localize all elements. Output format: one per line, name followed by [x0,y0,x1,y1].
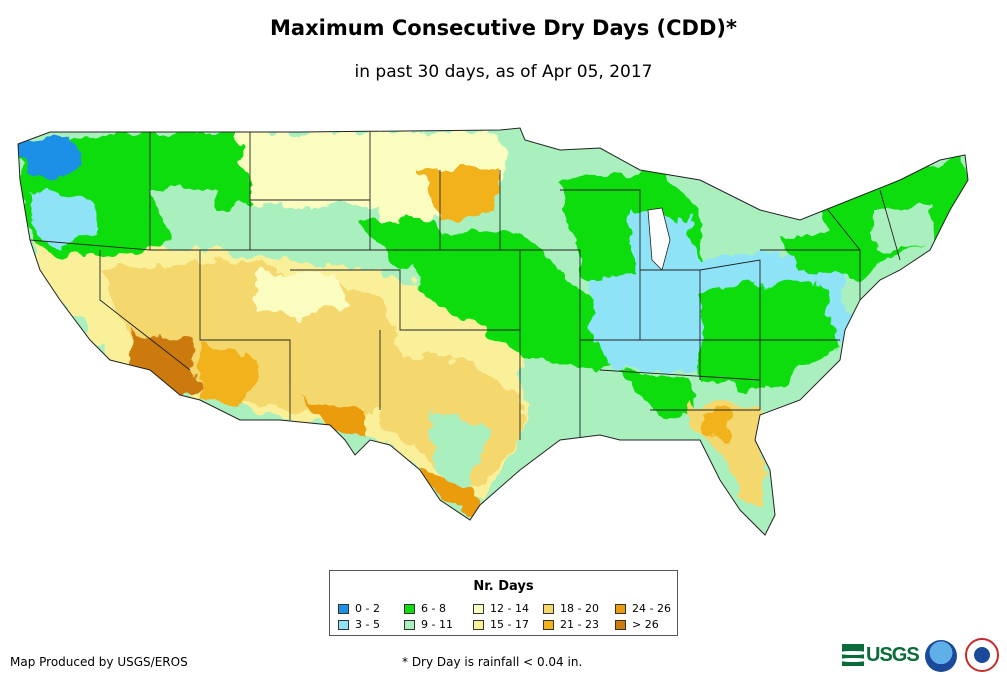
legend-item: > 26 [615,618,659,631]
legend-item: 9 - 11 [404,618,453,631]
nws-logo [965,638,999,672]
legend-swatch [543,603,554,614]
legend-item: 3 - 5 [338,618,380,631]
legend-item: 15 - 17 [473,618,529,631]
state-borders [29,132,901,440]
legend-label: 3 - 5 [355,618,380,631]
dry-day-footnote: * Dry Day is rainfall < 0.04 in. [402,655,583,669]
legend-label: 24 - 26 [632,602,671,615]
usgs-wave-icon [842,644,864,666]
legend-item: 0 - 2 [338,602,380,615]
legend-label: 21 - 23 [560,618,599,631]
legend-label: 18 - 20 [560,602,599,615]
legend: Nr. Days 0 - 2 3 - 5 6 - 8 9 - 11 12 - 14 15 … [329,570,678,636]
legend-swatch [338,603,349,614]
legend-swatch [338,619,349,630]
legend-item: 18 - 20 [543,602,599,615]
legend-item: 24 - 26 [615,602,671,615]
legend-label: > 26 [632,618,659,631]
legend-swatch [404,619,415,630]
legend-item: 12 - 14 [473,602,529,615]
legend-label: 6 - 8 [421,602,446,615]
legend-title: Nr. Days [473,579,534,594]
map-title: Maximum Consecutive Dry Days (CDD)* [270,16,737,40]
legend-swatch [404,603,415,614]
map-credit: Map Produced by USGS/EROS [10,655,188,669]
legend-label: 12 - 14 [490,602,529,615]
legend-swatch [615,619,626,630]
legend-label: 15 - 17 [490,618,529,631]
map-subtitle: in past 30 days, as of Apr 05, 2017 [354,62,653,82]
legend-item: 6 - 8 [404,602,446,615]
noaa-logo [925,640,957,672]
legend-swatch [615,603,626,614]
cdd-map [17,127,969,536]
usgs-logo-text: USGS [866,643,920,666]
legend-item: 21 - 23 [543,618,599,631]
legend-swatch [473,619,484,630]
legend-swatch [543,619,554,630]
legend-label: 0 - 2 [355,602,380,615]
legend-swatch [473,603,484,614]
legend-label: 9 - 11 [421,618,453,631]
usgs-logo: USGS [842,640,920,670]
